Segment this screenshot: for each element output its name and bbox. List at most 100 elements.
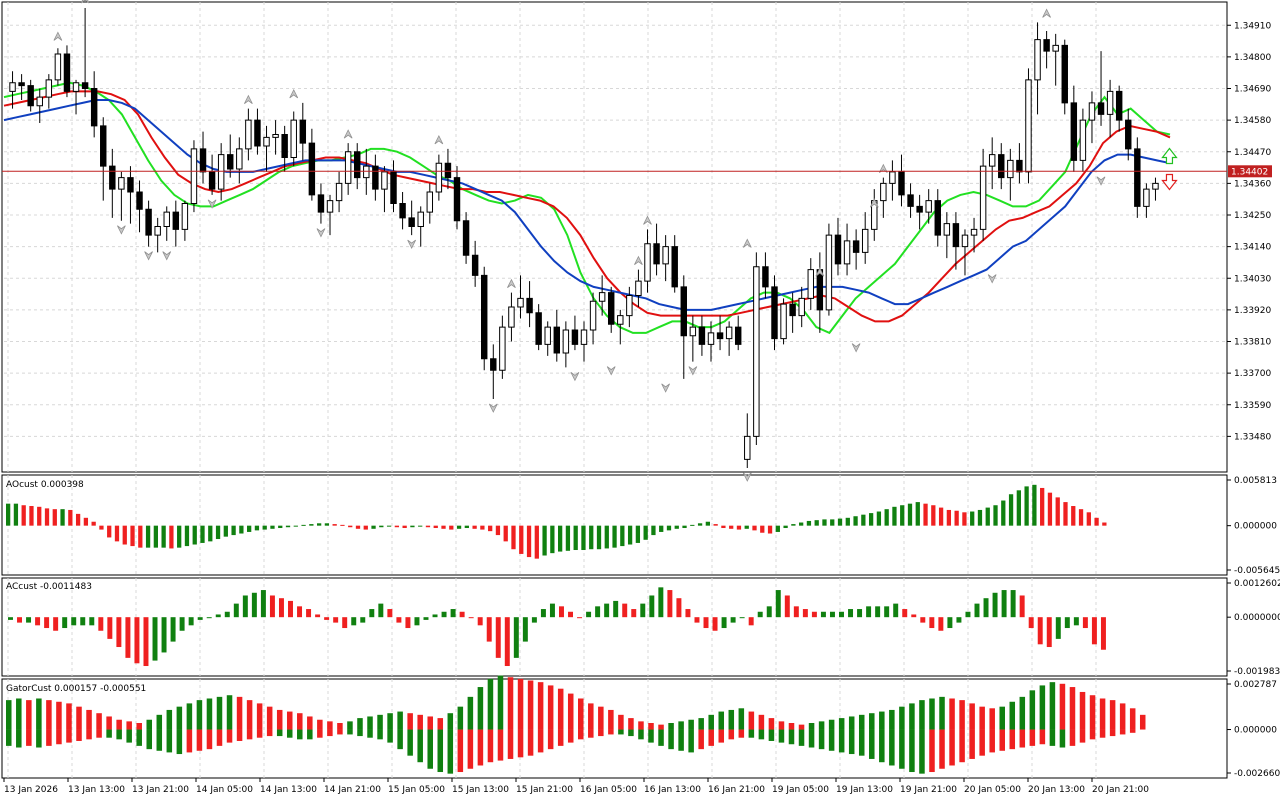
ao-bar xyxy=(184,525,190,547)
ao-bar xyxy=(581,525,586,551)
ac-panel-frame[interactable] xyxy=(1,577,1228,677)
candle-body xyxy=(1115,90,1123,121)
candle xyxy=(889,160,896,201)
ao-bar xyxy=(985,507,990,526)
fractal-up-arrow xyxy=(343,129,353,139)
candle-body xyxy=(236,148,243,170)
gator-lower-bar xyxy=(738,729,745,738)
candle-body xyxy=(707,332,715,345)
candle-body xyxy=(45,79,53,98)
candle-body xyxy=(290,119,297,158)
candle xyxy=(272,120,279,155)
gator-lower-bar xyxy=(969,729,975,759)
ao-axis: 0.005813 0.000000 -0.005645 xyxy=(1227,476,1280,576)
candle-body xyxy=(1034,39,1041,81)
gator-upper-bar xyxy=(527,680,534,730)
ac-bar xyxy=(992,592,998,618)
candle-body xyxy=(1125,119,1132,150)
candle xyxy=(553,309,561,362)
ac-bar xyxy=(306,609,312,618)
gator-lower-bar xyxy=(256,729,263,738)
gator-lower-bar xyxy=(417,729,423,763)
ac-bar xyxy=(730,617,736,623)
fractal-down-arrow xyxy=(144,251,153,261)
candle xyxy=(372,154,379,201)
gator-lower-bar xyxy=(447,729,454,774)
gator-lower-bar xyxy=(156,729,163,751)
gator-lower-bar xyxy=(337,729,343,735)
gator-lower-bar xyxy=(1039,729,1046,745)
fractal-down-arrow xyxy=(407,239,417,250)
ac-bar xyxy=(694,617,700,623)
fractal-down-arrow xyxy=(316,228,326,238)
gator-upper-bar xyxy=(246,700,253,730)
ao-bar xyxy=(1040,487,1045,526)
candle xyxy=(934,189,941,247)
candle xyxy=(680,275,688,379)
ao-bar xyxy=(480,525,485,530)
candle xyxy=(979,148,987,241)
axis-tick-label: 0.002787 xyxy=(1234,680,1277,690)
ac-bar xyxy=(775,590,781,618)
candle xyxy=(807,258,814,310)
candle-body xyxy=(408,217,415,227)
gator-upper-bar xyxy=(668,723,674,730)
gator-lower-bar xyxy=(6,729,12,746)
gator-lower-bar xyxy=(858,729,865,756)
price-panel-frame[interactable] xyxy=(1,1,1228,473)
ac-bar xyxy=(441,611,447,618)
ao-bar xyxy=(705,521,710,526)
ao-bar xyxy=(1008,494,1014,526)
gator-lower-bar xyxy=(1029,729,1036,746)
gator-upper-bar xyxy=(457,706,464,730)
gator-lower-bar xyxy=(437,729,444,773)
gator-upper-bar xyxy=(567,693,574,730)
candle-body xyxy=(363,165,370,179)
candle-body xyxy=(9,82,16,92)
ao-bar xyxy=(558,525,563,552)
gator-lower-bar xyxy=(949,729,955,766)
ao-panel-frame[interactable] xyxy=(1,474,1228,576)
candle-body xyxy=(1097,102,1105,115)
ao-bar xyxy=(169,525,174,549)
gator-lower-bar xyxy=(76,729,82,741)
ao-bar xyxy=(223,525,228,537)
gator-lower-bar xyxy=(1129,729,1136,733)
candle-body xyxy=(172,211,180,230)
gator-upper-bar xyxy=(126,721,132,730)
candle xyxy=(127,166,134,224)
gator-lower-bar xyxy=(889,729,895,766)
gator-lower-bar xyxy=(46,729,52,746)
alligator-teeth-line xyxy=(3,90,1171,323)
gator-upper-bar xyxy=(477,687,484,730)
gator-upper-bar xyxy=(46,700,52,730)
ac-bar xyxy=(956,617,962,623)
candle-body xyxy=(181,203,189,230)
candle xyxy=(471,240,479,287)
ac-bar xyxy=(1046,617,1052,648)
gator-lower-bar xyxy=(909,729,915,773)
gator-upper-bar xyxy=(838,718,845,730)
ac-bar xyxy=(351,617,357,626)
axis-tick-label: 0.000000 xyxy=(1234,522,1277,532)
candle-body xyxy=(490,358,497,371)
gator-upper-bar xyxy=(758,714,765,730)
gator-upper-bar xyxy=(547,685,554,730)
ac-bar xyxy=(423,617,429,620)
ac-bar xyxy=(504,617,510,667)
gator-lower-bar xyxy=(367,729,373,738)
gator-upper-bar xyxy=(166,709,173,730)
ac-bar xyxy=(17,617,23,623)
candle-body xyxy=(580,329,588,345)
ac-bar xyxy=(242,595,248,618)
ac-bar xyxy=(1037,617,1043,645)
candle-body xyxy=(698,326,706,345)
ao-bar xyxy=(464,525,469,529)
ac-bar xyxy=(1100,617,1106,650)
candle xyxy=(916,194,923,230)
ao-bar xyxy=(1047,492,1053,526)
ac-bar xyxy=(98,617,104,631)
gator-upper-bar xyxy=(1079,691,1086,730)
gator-panel-frame[interactable] xyxy=(1,678,1228,779)
